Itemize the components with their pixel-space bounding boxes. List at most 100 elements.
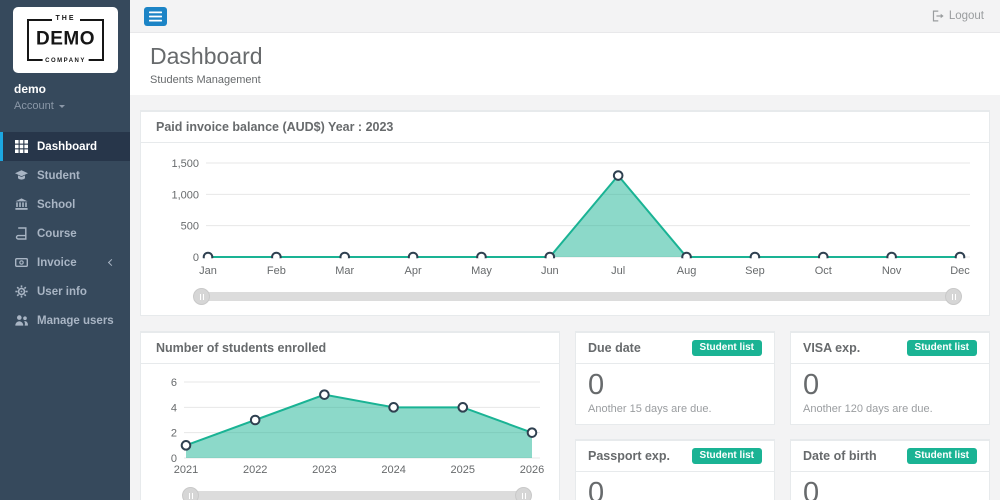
page-subtitle: Students Management xyxy=(150,74,261,86)
svg-text:6: 6 xyxy=(171,377,177,389)
invoice-balance-card-body: 0 500 1,000 1,500 Jan Feb Mar Apr May Jun Jul Aug Se… xyxy=(141,143,989,315)
sidebar-item-school[interactable]: School xyxy=(0,190,130,219)
svg-text:Nov: Nov xyxy=(882,265,902,277)
date-of-birth-card: Date of birth Student list 0 Today xyxy=(790,439,990,500)
svg-text:4: 4 xyxy=(171,402,177,414)
company-logo: THE DEMO COMPANY xyxy=(13,7,118,73)
stat-title: Date of birth xyxy=(803,449,877,463)
logout-icon xyxy=(932,10,944,22)
slider-track[interactable] xyxy=(195,292,960,301)
second-row: Number of students enrolled 0 2 4 6 2021 2022… xyxy=(140,331,990,500)
svg-text:Dec: Dec xyxy=(950,265,970,277)
slider-handle-right[interactable] xyxy=(515,487,532,500)
sidebar-item-label: Student xyxy=(37,169,80,182)
svg-text:2024: 2024 xyxy=(381,464,405,476)
bank-icon xyxy=(15,198,28,211)
logout-button[interactable]: Logout xyxy=(932,10,984,22)
svg-text:0: 0 xyxy=(193,252,199,264)
due-date-card-body: 0 Another 15 days are due. xyxy=(576,364,774,424)
slider-handle-left[interactable] xyxy=(193,288,210,305)
logout-label: Logout xyxy=(948,10,984,22)
date-of-birth-card-body: 0 Today xyxy=(791,472,989,500)
passport-exp-card-header: Passport exp. Student list xyxy=(576,441,774,472)
sidebar-item-label: Invoice xyxy=(37,256,77,269)
svg-text:500: 500 xyxy=(181,221,199,233)
visa-exp-card-body: 0 Another 120 days are due. xyxy=(791,364,989,424)
svg-text:2021: 2021 xyxy=(174,464,198,476)
logo-text-demo: DEMO xyxy=(36,28,95,50)
svg-text:Sep: Sep xyxy=(745,265,765,277)
svg-text:0: 0 xyxy=(171,453,177,465)
menu-toggle-button[interactable] xyxy=(144,6,167,26)
sidebar-item-invoice[interactable]: Invoice xyxy=(0,248,130,277)
slider-track[interactable] xyxy=(184,491,530,500)
sidebar-item-label: Dashboard xyxy=(37,140,98,153)
due-date-card-header: Due date Student list xyxy=(576,333,774,364)
sidebar-item-user-info[interactable]: User info xyxy=(0,277,130,306)
svg-text:Oct: Oct xyxy=(815,265,832,277)
student-list-badge[interactable]: Student list xyxy=(906,448,977,464)
page-title: Dashboard xyxy=(150,43,263,69)
main-area: Logout Dashboard Students Management Pai… xyxy=(130,0,1000,500)
logo-text-the: THE xyxy=(51,15,80,22)
svg-text:Jun: Jun xyxy=(541,265,559,277)
date-of-birth-card-header: Date of birth Student list xyxy=(791,441,989,472)
hamburger-icon xyxy=(149,11,162,22)
student-list-badge[interactable]: Student list xyxy=(691,448,762,464)
student-list-badge[interactable]: Student list xyxy=(691,340,762,356)
dashboard-content: Paid invoice balance (AUD$) Year : 2023 … xyxy=(130,95,1000,500)
students-chart-range-slider[interactable] xyxy=(182,487,532,500)
stat-title: Due date xyxy=(588,341,641,355)
invoice-balance-card-header: Paid invoice balance (AUD$) Year : 2023 xyxy=(141,112,989,143)
stat-value: 0 xyxy=(803,369,820,401)
slider-handle-right[interactable] xyxy=(945,288,962,305)
username-label: demo xyxy=(14,82,47,96)
invoice-chart-range-slider[interactable] xyxy=(193,288,962,305)
logo-text-company: COMPANY xyxy=(42,58,89,64)
users-icon xyxy=(15,314,28,327)
svg-text:Mar: Mar xyxy=(335,265,354,277)
dashboard-grid-icon xyxy=(15,140,28,153)
svg-text:Jan: Jan xyxy=(199,265,217,277)
students-enrolled-card-header: Number of students enrolled xyxy=(141,333,559,364)
topbar: Logout xyxy=(130,0,1000,33)
students-enrolled-area-chart: 0 2 4 6 2021 2022 2023 2024 2025 2026 xyxy=(171,377,544,476)
passport-exp-card: Passport exp. Student list 0 Another 180… xyxy=(575,439,775,500)
sidebar-item-dashboard[interactable]: Dashboard xyxy=(0,132,130,161)
chevron-down-icon xyxy=(58,105,65,111)
svg-text:2: 2 xyxy=(171,428,177,440)
svg-text:2026: 2026 xyxy=(520,464,544,476)
stat-note: Another 15 days are due. xyxy=(588,403,712,415)
svg-text:May: May xyxy=(471,265,492,277)
book-icon xyxy=(15,227,28,240)
account-dropdown[interactable]: Account xyxy=(0,96,130,112)
svg-text:2022: 2022 xyxy=(243,464,267,476)
gear-icon xyxy=(15,285,28,298)
graduation-cap-icon xyxy=(15,169,28,182)
sidebar-menu: Dashboard Student School Course xyxy=(0,132,130,335)
sidebar-item-manage-users[interactable]: Manage users xyxy=(0,306,130,335)
sidebar-item-label: User info xyxy=(37,285,87,298)
sidebar-item-student[interactable]: Student xyxy=(0,161,130,190)
stat-title: Passport exp. xyxy=(588,449,670,463)
account-label: Account xyxy=(14,100,54,112)
sidebar-item-label: Course xyxy=(37,227,77,240)
svg-text:Aug: Aug xyxy=(677,265,697,277)
svg-text:2023: 2023 xyxy=(312,464,336,476)
student-list-badge[interactable]: Student list xyxy=(906,340,977,356)
stat-value: 0 xyxy=(803,477,820,500)
passport-exp-card-body: 0 Another 180 days are due. xyxy=(576,472,774,500)
due-date-card: Due date Student list 0 Another 15 days … xyxy=(575,331,775,425)
students-enrolled-card-body: 0 2 4 6 2021 2022 2023 2024 2025 2026 xyxy=(141,364,559,500)
stat-title: VISA exp. xyxy=(803,341,861,355)
invoice-balance-card: Paid invoice balance (AUD$) Year : 2023 … xyxy=(140,110,990,316)
students-enrolled-card-title: Number of students enrolled xyxy=(156,341,327,355)
page-heading: Dashboard Students Management xyxy=(130,33,1000,95)
stat-cards-grid: Due date Student list 0 Another 15 days … xyxy=(575,331,990,500)
svg-text:1,500: 1,500 xyxy=(171,158,199,170)
sidebar-item-course[interactable]: Course xyxy=(0,219,130,248)
visa-exp-card-header: VISA exp. Student list xyxy=(791,333,989,364)
sidebar-item-label: Manage users xyxy=(37,314,114,327)
stat-value: 0 xyxy=(588,369,605,401)
slider-handle-left[interactable] xyxy=(182,487,199,500)
